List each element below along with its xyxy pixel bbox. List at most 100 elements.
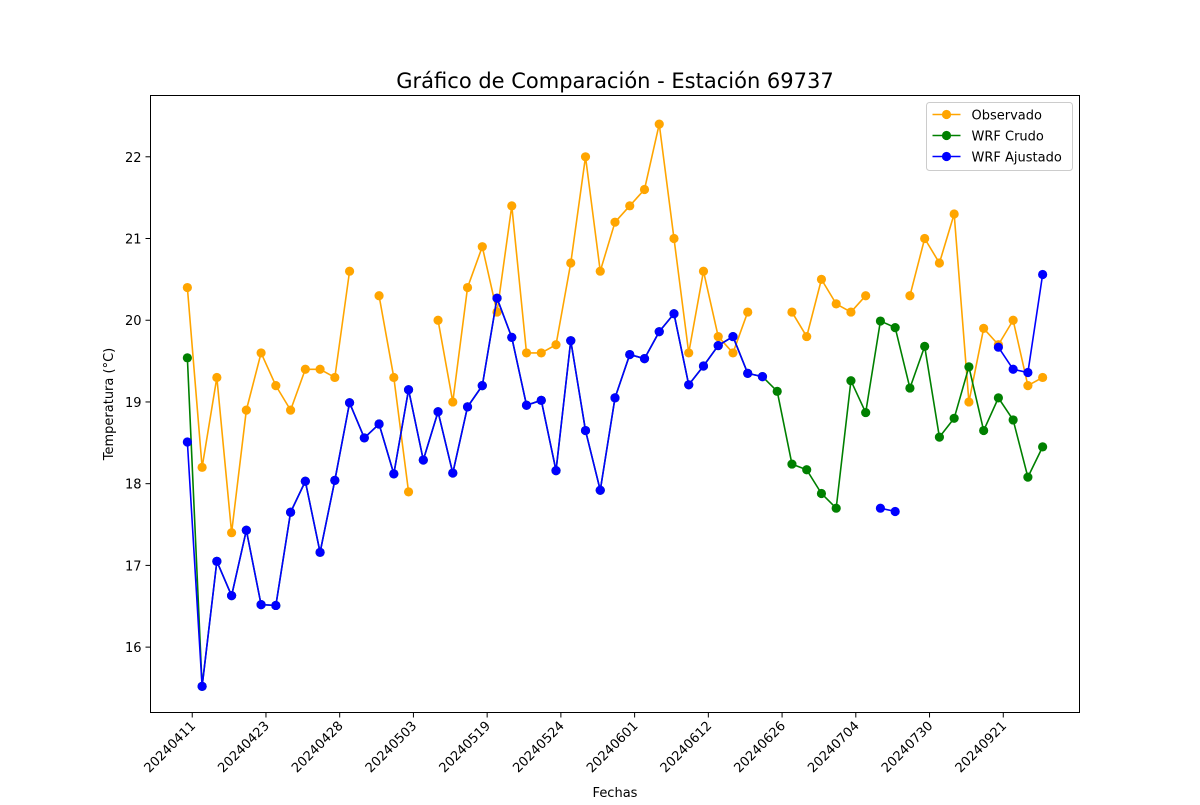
data-point [743,307,753,317]
series-line [186,297,763,688]
data-point [890,506,900,517]
data-point [890,322,900,333]
data-point [831,299,841,309]
data-point [448,397,458,407]
data-point [197,681,207,691]
data-point [861,291,871,301]
data-point [507,201,517,211]
data-point [639,184,650,195]
data-point [477,381,487,391]
y-tick-label: 17 [125,559,142,574]
data-point [1008,364,1018,374]
data-point [1008,415,1018,425]
legend-marker [941,151,952,162]
data-point [212,556,222,566]
data-point [374,419,384,429]
data-point [949,209,959,219]
plot-frame [150,95,1080,713]
data-point [359,433,369,443]
data-point [831,503,841,513]
data-point [964,397,974,407]
data-point [1008,315,1018,325]
data-point [344,398,355,408]
data-point [433,407,443,417]
data-point [433,315,443,325]
data-point [625,201,635,211]
data-point [256,600,266,610]
y-tick-label: 22 [125,151,142,166]
data-point [875,503,886,513]
data-point [271,600,281,611]
data-point [330,372,340,383]
data-point [595,485,605,495]
data-point [566,336,576,346]
series-observado [182,119,1048,538]
data-point [344,266,355,276]
data-point [403,487,414,497]
data-point [448,468,458,478]
data-point [462,282,473,293]
data-point [1038,269,1048,280]
data-point [300,476,310,486]
data-point [595,266,605,276]
legend-label: Observado [972,109,1043,124]
data-point [1038,442,1048,452]
data-point [241,525,251,535]
data-point [684,348,694,358]
data-point [698,266,709,276]
data-point [920,233,930,244]
legend-marker [941,109,952,120]
data-point [521,400,532,410]
data-point [993,393,1003,403]
y-tick-label: 21 [125,233,142,248]
chart-title: Gráfico de Comparación - Estación 69737 [396,69,833,93]
data-point [182,437,192,447]
data-point [639,354,650,364]
data-point [389,469,399,479]
data-point [802,331,812,342]
data-point [227,591,237,601]
data-point [182,282,192,293]
data-point [1038,372,1048,383]
data-point [654,119,664,129]
data-point [669,233,679,244]
data-point [477,242,487,252]
data-point [846,376,856,386]
series-wrf-ajustado [182,269,1048,691]
data-point [418,455,428,465]
legend: Observado WRF Crudo WRF Ajustado [926,102,1073,171]
data-point [330,475,340,486]
data-point [802,465,812,475]
data-point [949,413,959,423]
data-point [713,331,723,342]
data-point [1023,381,1033,391]
data-point [521,348,532,358]
data-point [462,402,473,412]
data-point [625,349,635,360]
y-tick-label: 18 [125,478,142,493]
data-point [610,393,620,403]
data-point [654,327,664,337]
data-point [934,258,945,268]
data-point [315,364,325,374]
data-point [816,488,827,499]
data-point [979,323,989,334]
data-point [212,372,222,383]
data-point [713,340,723,351]
data-point [315,547,325,557]
data-point [285,405,296,415]
data-point [256,348,266,358]
data-point [846,307,856,317]
data-point [861,407,871,418]
data-point [227,528,237,538]
data-point [787,307,797,317]
data-point [374,291,384,301]
data-point [669,309,679,319]
data-point [1023,472,1033,482]
legend-box [926,102,1073,171]
y-tick-label: 19 [125,396,142,411]
data-point [285,507,296,517]
data-point [197,462,207,472]
data-point [551,340,561,350]
